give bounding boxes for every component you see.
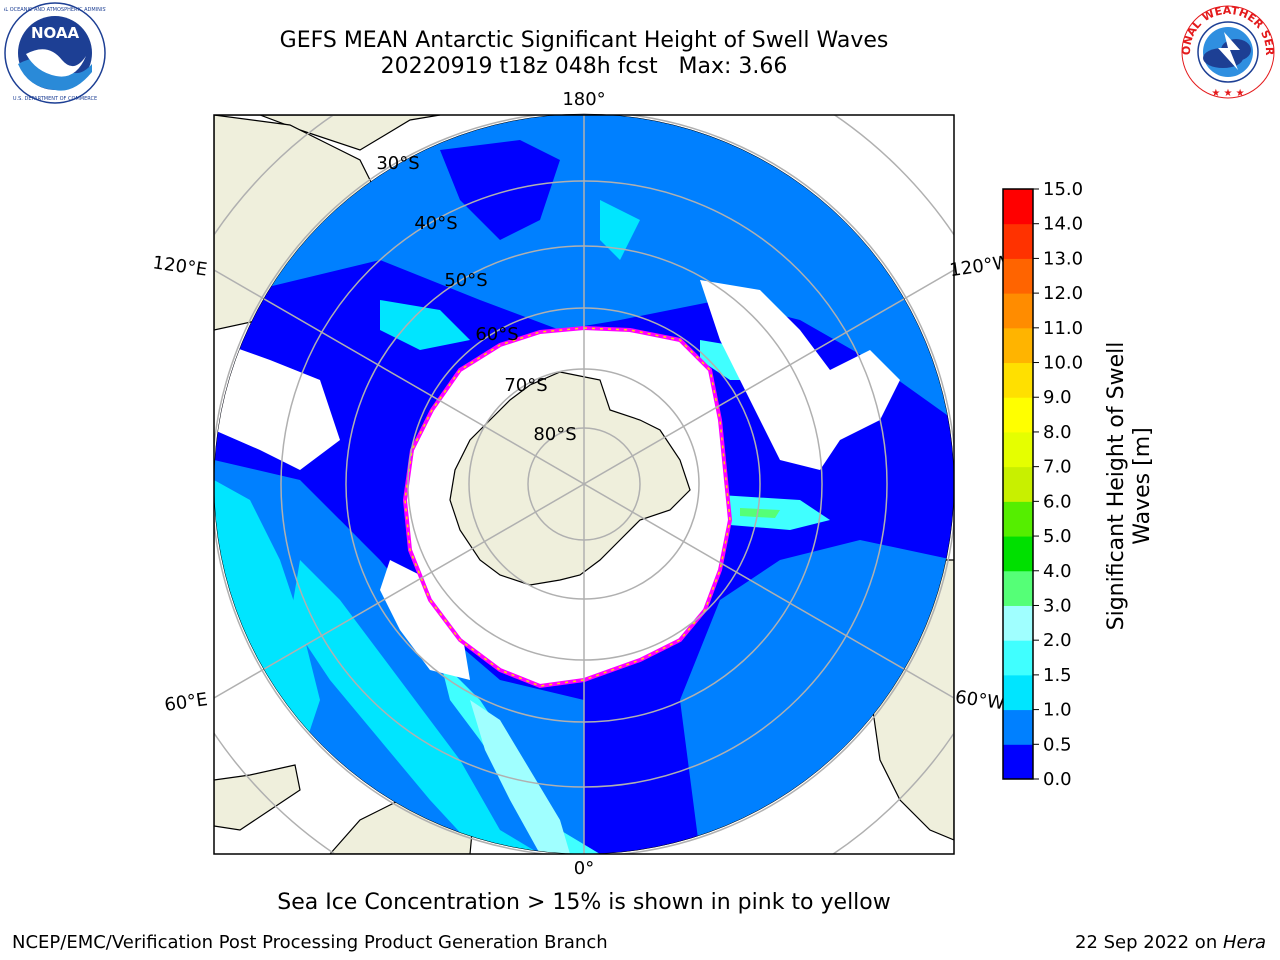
svg-text:NATIONAL OCEANIC AND ATMOSPHER: NATIONAL OCEANIC AND ATMOSPHERIC ADMINIS… bbox=[4, 7, 106, 13]
colorbar-band bbox=[1003, 431, 1033, 468]
colorbar-tick-label: 14.0 bbox=[1043, 214, 1083, 235]
colorbar-band bbox=[1003, 258, 1033, 294]
colorbar-band bbox=[1003, 327, 1033, 364]
colorbar-band bbox=[1003, 536, 1033, 572]
graticule bbox=[214, 115, 954, 854]
colorbar-band bbox=[1003, 466, 1033, 502]
colorbar-band bbox=[1003, 674, 1033, 711]
colorbar-tick-label: 8.0 bbox=[1043, 422, 1072, 443]
land-australia-north bbox=[214, 115, 441, 151]
chart-title: GEFS MEAN Antarctic Significant Height o… bbox=[279, 28, 889, 53]
colorbar-band bbox=[1003, 744, 1033, 780]
lon-label-60e: 60°E bbox=[163, 689, 209, 716]
colorbar-tick-label: 0.0 bbox=[1043, 769, 1072, 790]
lon-label-180: 180° bbox=[562, 89, 605, 110]
colorbar-band bbox=[1003, 709, 1033, 745]
colorbar-tick-label: 15.0 bbox=[1043, 180, 1083, 200]
nws-logo-icon: NATIONAL WEATHER SERVICE ★ ★ ★ bbox=[1178, 4, 1276, 99]
colorbar-tick-label: 3.0 bbox=[1043, 595, 1072, 616]
colorbar-tick-label: 1.5 bbox=[1043, 665, 1072, 686]
colorbar-tick-label: 5.0 bbox=[1043, 526, 1072, 547]
date-stamp-machine: Hera bbox=[1222, 932, 1266, 953]
lat-label-60s: 60°S bbox=[475, 324, 518, 345]
colorbar-tick-label: 7.0 bbox=[1043, 457, 1072, 478]
date-stamp-date: 22 Sep 2022 on bbox=[1075, 932, 1223, 953]
lat-label-30s: 30°S bbox=[376, 153, 419, 174]
svg-text:U.S. DEPARTMENT OF COMMERCE: U.S. DEPARTMENT OF COMMERCE bbox=[13, 96, 97, 102]
colorbar-band bbox=[1003, 640, 1033, 676]
colorbar-tick-label: 6.0 bbox=[1043, 491, 1072, 512]
lat-label-70s: 70°S bbox=[504, 375, 547, 396]
colorbar-tick-label: 2.0 bbox=[1043, 630, 1072, 651]
colorbar-tick-label: 1.0 bbox=[1043, 700, 1072, 721]
colorbar-tick-label: 13.0 bbox=[1043, 248, 1083, 269]
colorbar-tick-label: 11.0 bbox=[1043, 318, 1083, 339]
date-stamp: 22 Sep 2022 on Hera bbox=[1075, 932, 1266, 953]
colorbar-band bbox=[1003, 605, 1033, 641]
colorbar-band bbox=[1003, 189, 1033, 225]
colorbar-band bbox=[1003, 570, 1033, 606]
lon-label-120e: 120°E bbox=[151, 252, 208, 280]
map-frame bbox=[213, 114, 955, 855]
colorbar-tick-label: 10.0 bbox=[1043, 353, 1083, 374]
chart-subtitle: 20220919 t18z 048h fcst Max: 3.66 bbox=[380, 54, 788, 79]
svg-text:★ ★ ★: ★ ★ ★ bbox=[1211, 88, 1244, 99]
noaa-logo-text: NOAA bbox=[31, 24, 80, 42]
lat-label-80s: 80°S bbox=[533, 424, 576, 445]
colorbar-band bbox=[1003, 362, 1033, 398]
colorbar-band bbox=[1003, 223, 1033, 259]
lat-label-40s: 40°S bbox=[414, 213, 457, 234]
colorbar-label: Significant Height of Swell Waves [m] bbox=[1104, 341, 1155, 631]
sea-ice-footnote: Sea Ice Concentration > 15% is shown in … bbox=[277, 890, 891, 915]
lon-label-0: 0° bbox=[574, 858, 594, 879]
colorbar-tick-label: 12.0 bbox=[1043, 283, 1083, 304]
noaa-logo-icon: NOAA NATIONAL OCEANIC AND ATMOSPHERIC AD… bbox=[4, 2, 106, 104]
colorbar: 0.0 0.5 1.0 1.5 2.0 3.0 4.0 5.0 6.0 7.0 8.0 9.0 10.0… bbox=[1002, 180, 1083, 790]
colorbar-band bbox=[1003, 501, 1033, 537]
colorbar-tick-label: 4.0 bbox=[1043, 561, 1072, 582]
land-antarctica bbox=[449, 371, 691, 586]
lat-label-50s: 50°S bbox=[444, 270, 487, 291]
colorbar-band bbox=[1003, 293, 1033, 329]
colorbar-tick-label: 9.0 bbox=[1043, 387, 1072, 408]
colorbar-tick-label: 0.5 bbox=[1043, 734, 1072, 755]
credit-text: NCEP/EMC/Verification Post Processing Pr… bbox=[12, 932, 608, 953]
colorbar-band bbox=[1003, 397, 1033, 433]
land-madagascar bbox=[214, 764, 301, 831]
